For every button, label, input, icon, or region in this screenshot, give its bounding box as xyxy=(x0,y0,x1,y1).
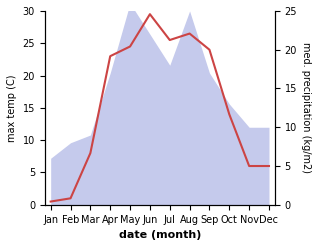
X-axis label: date (month): date (month) xyxy=(119,230,201,240)
Y-axis label: max temp (C): max temp (C) xyxy=(7,74,17,142)
Y-axis label: med. precipitation (kg/m2): med. precipitation (kg/m2) xyxy=(301,42,311,173)
